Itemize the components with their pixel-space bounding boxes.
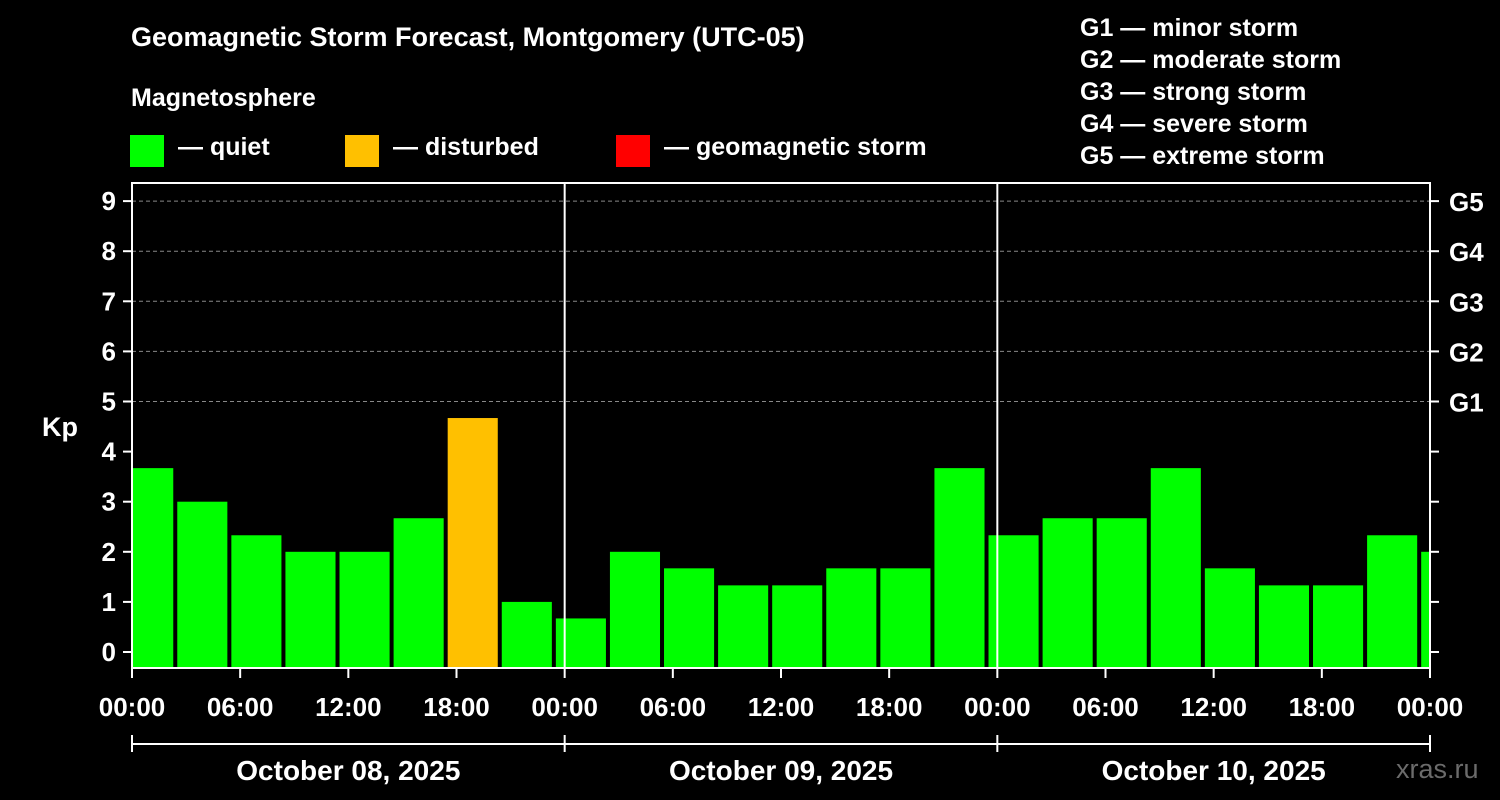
g-scale-g4: G4 — severe storm <box>1080 110 1308 138</box>
x-tick-label-1: 06:00 <box>207 692 274 722</box>
x-tick-label-10: 12:00 <box>1180 692 1247 722</box>
g-scale-g3: G3 — strong storm <box>1080 78 1307 106</box>
kp-bar-10 <box>664 568 715 668</box>
x-tick-label-6: 12:00 <box>748 692 815 722</box>
right-g-label-2: G3 <box>1449 287 1484 317</box>
right-g-label-3: G4 <box>1449 237 1484 267</box>
chart-subtitle: Magnetosphere <box>131 84 316 112</box>
x-tick-label-3: 18:00 <box>423 692 490 722</box>
y-tick-label-4: 4 <box>102 437 117 467</box>
y-tick-label-2: 2 <box>102 537 116 567</box>
right-g-label-4: G5 <box>1449 187 1484 217</box>
kp-bar-3 <box>285 551 336 668</box>
g-scale-g1: G1 — minor storm <box>1080 14 1299 42</box>
kp-bar-20 <box>1204 568 1255 668</box>
kp-bar-15 <box>934 468 985 668</box>
y-tick-label-0: 0 <box>102 637 116 667</box>
y-tick-label-5: 5 <box>102 387 116 417</box>
legend-swatch-storm <box>616 135 650 167</box>
kp-bar-23 <box>1367 535 1418 668</box>
kp-bar-18 <box>1096 518 1147 668</box>
y-tick-label-3: 3 <box>102 487 116 517</box>
kp-bar-1 <box>177 501 228 668</box>
x-tick-label-5: 06:00 <box>640 692 707 722</box>
legend-swatch-quiet <box>130 135 164 167</box>
kp-bar-13 <box>826 568 877 668</box>
kp-bar-19 <box>1150 468 1201 668</box>
x-tick-label-9: 06:00 <box>1072 692 1139 722</box>
kp-bar-8 <box>555 618 606 668</box>
kp-bar-7 <box>501 601 552 668</box>
legend-label-storm: — geomagnetic storm <box>664 133 927 161</box>
y-axis-label: Kp <box>42 412 78 442</box>
y-tick-label-1: 1 <box>102 587 116 617</box>
x-tick-label-0: 00:00 <box>99 692 166 722</box>
day-label-2: October 10, 2025 <box>1102 755 1326 786</box>
watermark: xras.ru <box>1396 754 1479 784</box>
kp-bar-17 <box>1042 518 1093 668</box>
chart-title: Geomagnetic Storm Forecast, Montgomery (… <box>131 22 805 52</box>
x-tick-label-7: 18:00 <box>856 692 923 722</box>
x-tick-label-4: 00:00 <box>531 692 598 722</box>
kp-bar-24 <box>1421 551 1430 668</box>
y-tick-label-6: 6 <box>102 336 116 366</box>
x-tick-label-2: 12:00 <box>315 692 382 722</box>
g-scale-g5: G5 — extreme storm <box>1080 142 1325 170</box>
x-tick-label-8: 00:00 <box>964 692 1031 722</box>
kp-bar-0 <box>132 468 174 668</box>
y-tick-label-8: 8 <box>102 236 116 266</box>
kp-bar-6 <box>447 418 498 668</box>
x-tick-label-11: 18:00 <box>1289 692 1356 722</box>
kp-bar-9 <box>609 551 661 668</box>
legend-label-quiet: — quiet <box>178 133 270 161</box>
x-tick-label-12: 00:00 <box>1397 692 1464 722</box>
kp-bar-22 <box>1313 585 1364 668</box>
y-tick-label-9: 9 <box>102 186 116 216</box>
kp-bar-2 <box>231 535 282 668</box>
kp-bar-14 <box>880 568 931 668</box>
kp-bar-12 <box>772 585 823 668</box>
y-tick-label-7: 7 <box>102 286 116 316</box>
legend-swatch-disturbed <box>345 135 379 167</box>
kp-bar-21 <box>1258 585 1310 668</box>
kp-bar-4 <box>339 551 390 668</box>
g-scale-g2: G2 — moderate storm <box>1080 46 1342 74</box>
legend-label-disturbed: — disturbed <box>393 133 539 161</box>
right-g-label-0: G1 <box>1449 388 1484 418</box>
right-g-label-1: G2 <box>1449 337 1484 367</box>
day-label-1: October 09, 2025 <box>669 755 893 786</box>
kp-bar-11 <box>718 585 769 668</box>
bars-group <box>132 418 1430 668</box>
kp-bar-16 <box>988 535 1039 668</box>
kp-bar-5 <box>393 518 444 668</box>
day-label-0: October 08, 2025 <box>236 755 460 786</box>
